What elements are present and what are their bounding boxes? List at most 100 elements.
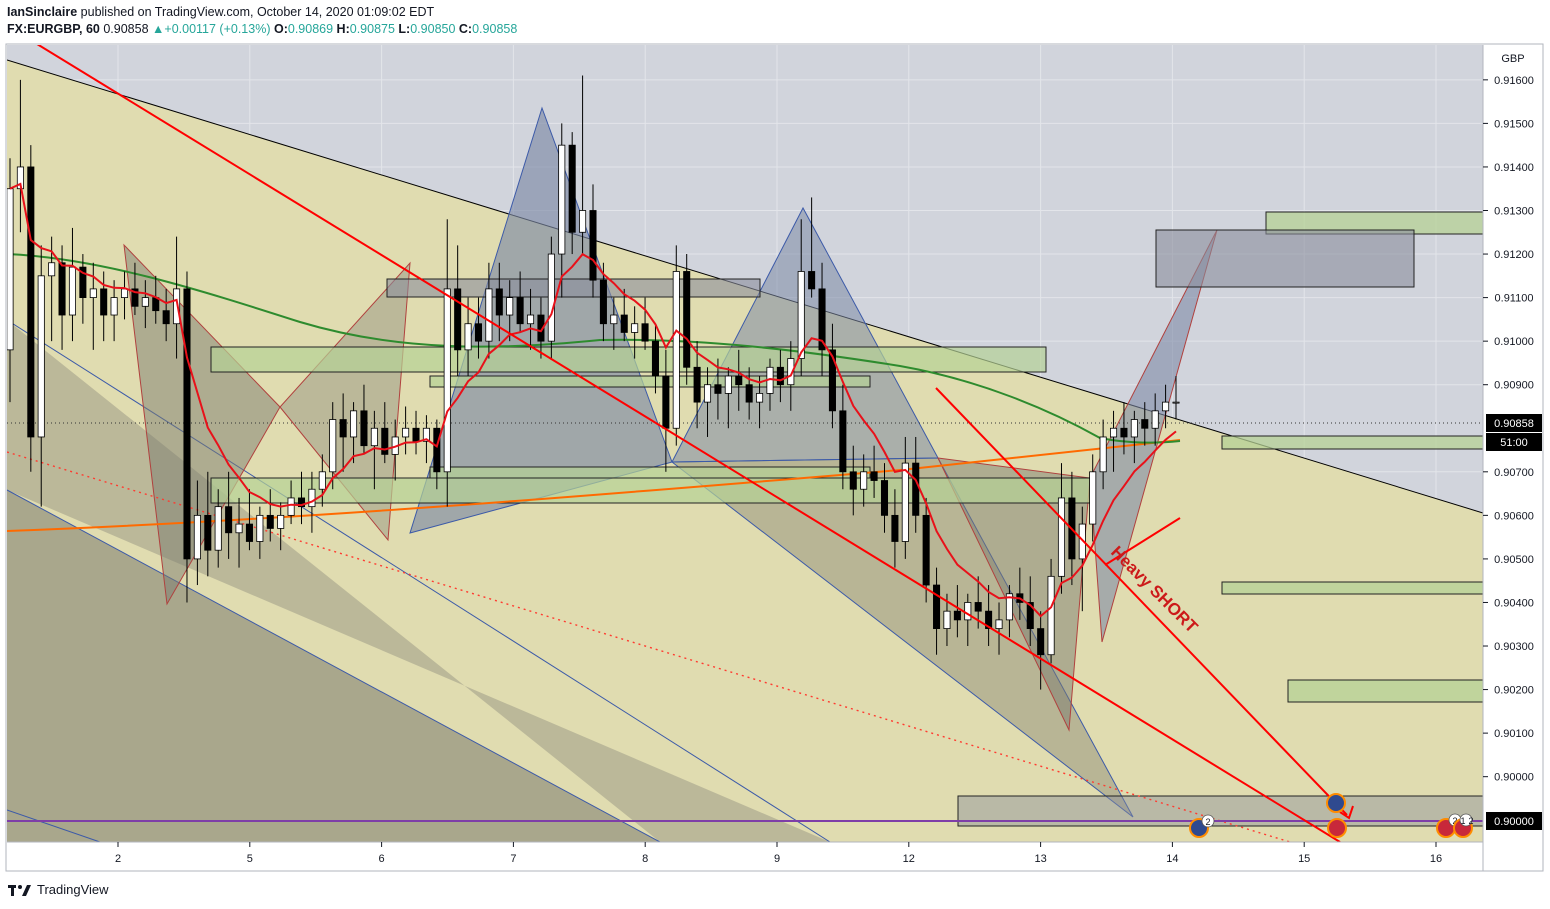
candle[interactable] (568, 132, 576, 255)
candle[interactable] (547, 236, 555, 359)
candle[interactable] (839, 384, 847, 490)
candle[interactable] (870, 445, 878, 498)
candle[interactable] (214, 489, 222, 568)
candle[interactable] (27, 145, 35, 472)
candle[interactable] (381, 402, 389, 464)
candle[interactable] (558, 123, 566, 298)
candle[interactable] (7, 158, 14, 403)
candle[interactable] (162, 288, 170, 342)
candle[interactable] (48, 236, 56, 342)
candle[interactable] (922, 497, 930, 603)
candle[interactable] (277, 502, 285, 551)
candle[interactable] (683, 254, 691, 385)
candle[interactable] (828, 323, 836, 429)
candle[interactable] (985, 585, 993, 647)
candle[interactable] (1005, 585, 1013, 638)
candle[interactable] (880, 463, 889, 533)
candle[interactable] (225, 471, 233, 559)
candle[interactable] (204, 471, 212, 577)
candle[interactable] (141, 280, 149, 329)
candle[interactable] (860, 454, 868, 507)
candle[interactable] (464, 297, 472, 376)
candle[interactable] (266, 489, 274, 542)
channel-line-2[interactable] (7, 489, 661, 842)
candle[interactable] (516, 271, 524, 333)
candle[interactable] (318, 454, 326, 507)
candle[interactable] (527, 288, 535, 350)
uk-flag-icon[interactable] (1327, 818, 1347, 838)
candle[interactable] (933, 567, 941, 655)
candle[interactable] (714, 358, 722, 420)
ma-green[interactable] (7, 253, 1181, 444)
candle[interactable] (797, 219, 805, 376)
pattern-triangle-7[interactable] (1089, 229, 1218, 643)
candle[interactable] (589, 184, 597, 298)
candle[interactable] (193, 480, 201, 586)
candle[interactable] (901, 436, 909, 559)
candle[interactable] (1110, 410, 1118, 472)
candle[interactable] (1151, 393, 1159, 446)
candle[interactable] (756, 375, 764, 429)
author-name[interactable]: IanSinclaire (7, 5, 78, 19)
candle[interactable] (818, 262, 826, 376)
red-projection-line[interactable] (935, 387, 1348, 816)
zone-2[interactable] (1155, 229, 1415, 288)
candle[interactable] (1172, 375, 1180, 420)
candle[interactable] (537, 297, 545, 359)
candle[interactable] (1078, 506, 1086, 612)
candle[interactable] (287, 480, 295, 525)
candle[interactable] (235, 497, 243, 568)
footer-brand[interactable]: TradingView (37, 882, 109, 897)
candle[interactable] (68, 227, 76, 342)
candle[interactable] (776, 349, 784, 403)
candle[interactable] (443, 219, 451, 507)
candle[interactable] (58, 245, 66, 350)
candle[interactable] (360, 384, 368, 455)
candle[interactable] (1099, 419, 1107, 490)
candle[interactable] (724, 367, 732, 429)
candle[interactable] (641, 297, 649, 350)
zone-10[interactable] (1287, 679, 1486, 703)
candle[interactable] (995, 602, 1003, 655)
candle[interactable] (454, 245, 462, 376)
candle[interactable] (631, 306, 639, 359)
candle[interactable] (1120, 402, 1128, 455)
candle[interactable] (953, 585, 961, 638)
candle[interactable] (256, 506, 264, 559)
candle[interactable] (506, 280, 514, 342)
zone-9[interactable] (1221, 581, 1486, 595)
candle[interactable] (672, 245, 680, 446)
candle[interactable] (297, 471, 306, 525)
candle[interactable] (339, 393, 347, 472)
candle[interactable] (579, 75, 587, 255)
zone-3[interactable] (386, 278, 761, 298)
price-axis[interactable] (1483, 45, 1543, 871)
eu-flag-icon[interactable] (1326, 793, 1346, 813)
candle[interactable] (849, 445, 857, 516)
candle[interactable] (37, 245, 45, 507)
candle[interactable] (1057, 463, 1066, 594)
candle[interactable] (433, 419, 441, 490)
candle[interactable] (110, 280, 118, 342)
zone-4[interactable] (210, 346, 1047, 373)
candle[interactable] (1130, 410, 1138, 464)
candle[interactable] (1141, 402, 1149, 446)
candle[interactable] (131, 262, 139, 316)
candle[interactable] (79, 254, 87, 324)
candle[interactable] (599, 262, 607, 342)
ma-red[interactable] (9, 182, 1177, 618)
candle[interactable] (474, 297, 483, 359)
candle[interactable] (1037, 611, 1045, 690)
channel-line-3[interactable] (7, 809, 101, 842)
candle[interactable] (183, 271, 191, 603)
candle[interactable] (370, 410, 378, 490)
candle[interactable] (808, 197, 816, 298)
candle[interactable] (693, 341, 701, 429)
zone-5[interactable] (429, 375, 871, 388)
candle[interactable] (402, 406, 410, 455)
candle[interactable] (703, 367, 712, 437)
pattern-triangle-2[interactable] (279, 261, 411, 542)
candle[interactable] (173, 236, 181, 359)
candle[interactable] (1047, 558, 1055, 664)
